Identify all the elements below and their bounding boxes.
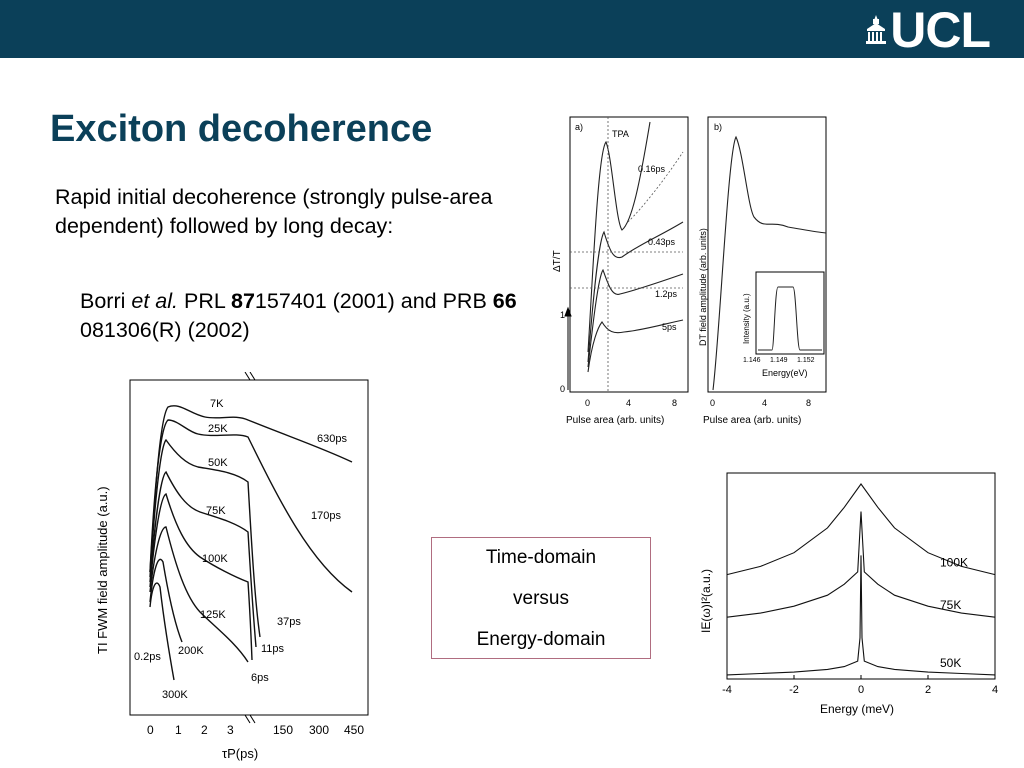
label-6ps: 6ps: [251, 672, 269, 684]
energy-series-group: 100K 75K 50K: [726, 483, 996, 676]
a-xtick-0: 0: [585, 398, 590, 408]
inset-frame: [755, 271, 825, 355]
x-tick-label: 0: [858, 684, 864, 696]
ytick-0: 0: [560, 384, 565, 394]
a-xtick-4: 4: [626, 398, 631, 408]
energy-spectrum-chart: 100K 75K 50K -4 -2 0 2 4 IE(ω)I²(a.u.) Energy …: [699, 472, 998, 716]
panel-b-frame: [707, 116, 827, 393]
label-300K: 300K: [162, 689, 188, 701]
b-xtick-0: 0: [710, 398, 715, 408]
series-label-100K: 100K: [940, 556, 968, 570]
comparison-callout: Time-domain versus Energy-domain: [431, 537, 651, 659]
label-100K: 100K: [202, 553, 228, 565]
series-line-75K: [726, 511, 996, 618]
label-170ps: 170ps: [311, 510, 341, 522]
b-xtick-8: 8: [806, 398, 811, 408]
ytick-1: 1: [560, 310, 565, 320]
label-75K: 75K: [206, 505, 226, 517]
a-xtick-8: 8: [672, 398, 677, 408]
panel-b-curve: [712, 135, 827, 391]
callout-line-2: versus: [513, 587, 569, 609]
panel-a-label: a): [575, 122, 583, 132]
fwm-xlabel: τP(ps): [222, 746, 258, 761]
panel-b-ylabel: DT field amplitude (arb. units): [698, 228, 708, 346]
inset-xlabel: Energy(eV): [762, 368, 808, 378]
panel-b-xlabel: Pulse area (arb. units): [703, 415, 801, 426]
c-xtick-2: 2: [201, 723, 208, 737]
energy-ticks-group: -4 -2 0 2 4: [722, 675, 998, 696]
panel-b-label: b): [714, 122, 722, 132]
label-02ps: 0.2ps: [134, 651, 161, 663]
panel-a-curves: [587, 121, 684, 373]
series-label-50K: 50K: [940, 656, 961, 670]
c-xtick-450: 450: [344, 723, 364, 737]
fwm-ylabel: TI FWM field amplitude (a.u.): [95, 486, 110, 654]
label-37ps: 37ps: [277, 616, 301, 628]
c-xtick-300: 300: [309, 723, 329, 737]
label-200K: 200K: [178, 645, 204, 657]
panel-a-ylabel: ΔT/T: [552, 250, 563, 272]
fwm-decay-figure: 7K 25K 50K 75K 100K 125K 200K 300K 630ps…: [95, 372, 369, 761]
logo-text: UCL: [890, 2, 991, 58]
curve-label-5: 5ps: [662, 322, 677, 332]
portico-icon: [866, 15, 887, 44]
inset-ylabel: Intensity (a.u.): [742, 293, 751, 344]
header-bar: [0, 0, 1024, 58]
energy-xlabel: Energy (meV): [820, 702, 894, 716]
slide-title: Exciton decoherence: [50, 108, 433, 150]
callout-line-1: Time-domain: [485, 546, 597, 568]
c-xtick-150: 150: [273, 723, 293, 737]
inset-xtick-2: 1.149: [770, 357, 788, 364]
c-xtick-3: 3: [227, 723, 234, 737]
b-xtick-4: 4: [762, 398, 767, 408]
summary-text: Rapid initial decoherence (strongly puls…: [55, 185, 493, 238]
label-630ps: 630ps: [317, 433, 347, 445]
x-tick-label: 2: [925, 684, 931, 696]
c-xtick-1: 1: [175, 723, 182, 737]
label-11ps: 11ps: [261, 643, 285, 655]
reference-text: Borri et al. PRL 87157401 (2001) and PRB…: [80, 289, 517, 342]
curve-label-043: 0.43ps: [648, 237, 676, 247]
callout-line-3: Energy-domain: [476, 628, 606, 650]
label-7K: 7K: [210, 398, 224, 410]
series-line-100K: [726, 483, 996, 576]
curve-label-12: 1.2ps: [655, 289, 678, 299]
x-tick-label: -2: [789, 684, 799, 696]
inset-xtick-3: 1.152: [797, 357, 815, 364]
label-125K: 125K: [200, 609, 226, 621]
curve-label-016: 0.16ps: [638, 164, 666, 174]
x-tick-label: -4: [722, 684, 732, 696]
panel-a-xlabel: Pulse area (arb. units): [566, 415, 664, 426]
fwm-frame: [129, 379, 369, 716]
fwm-curves: [149, 405, 353, 681]
series-label-75K: 75K: [940, 598, 961, 612]
panel-a-frame: [569, 116, 689, 393]
energy-ylabel: IE(ω)I²(a.u.): [699, 569, 713, 633]
label-25K: 25K: [208, 423, 228, 435]
inset-xtick-1: 1.146: [743, 357, 761, 364]
inset-curve: [758, 286, 822, 351]
ucl-logo: UCL: [866, 2, 991, 58]
c-xtick-0: 0: [147, 723, 154, 737]
label-50K: 50K: [208, 457, 228, 469]
tpa-label: TPA: [612, 129, 629, 139]
series-line-50K: [726, 555, 996, 676]
pulse-area-figure: a) TPA 0.16ps 0.43ps 1.2ps 5ps 1 0 ΔT/T …: [552, 116, 827, 426]
x-tick-label: 4: [992, 684, 998, 696]
